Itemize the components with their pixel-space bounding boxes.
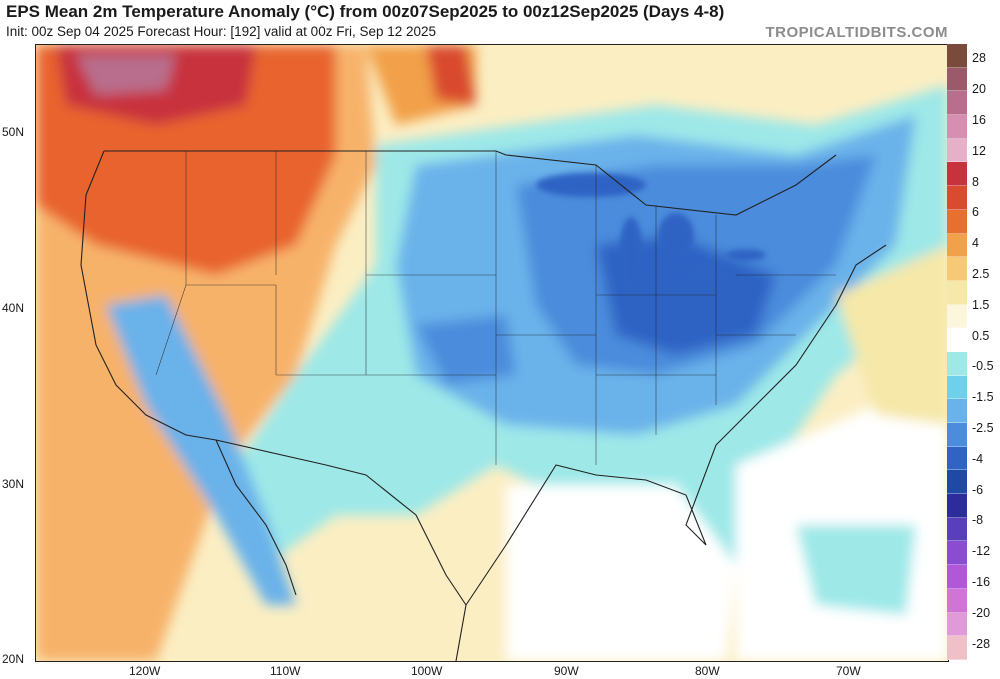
us-canada-border (104, 150, 837, 216)
chart-title: EPS Mean 2m Temperature Anomaly (°C) fro… (6, 2, 725, 21)
colorbar-swatch (947, 44, 967, 68)
colorbar-label: 2.5 (972, 267, 990, 281)
colorbar-swatch (947, 209, 967, 234)
colorbar-swatch (947, 446, 967, 471)
chart-subtitle: Init: 00z Sep 04 2025 Forecast Hour: [19… (6, 24, 437, 39)
colorbar-label: 6 (972, 205, 979, 220)
anomaly-map (35, 44, 949, 662)
colorbar-swatch (947, 588, 967, 613)
colorbar-swatch (947, 470, 967, 495)
colorbar-swatch (947, 351, 967, 376)
lake-ontario (726, 249, 766, 261)
colorbar-swatch (947, 280, 967, 305)
lat-label: 40N (2, 301, 25, 315)
lake-superior (536, 173, 646, 197)
colorbar-label: -12 (972, 544, 991, 559)
colorbar-swatch (947, 138, 967, 163)
cool-anomaly-california (106, 295, 296, 605)
neutral-gulf (506, 485, 736, 661)
gulf-east-coast (465, 244, 887, 606)
lat-label: 30N (2, 477, 25, 491)
colorbar-swatch (947, 612, 967, 637)
colorbar-label: -28 (972, 636, 991, 651)
colorbar-label: 28 (972, 51, 986, 66)
brand-watermark: TROPICALTIDBITS.COM (765, 24, 948, 41)
west-coast (80, 150, 217, 441)
colorbar-swatch (947, 565, 967, 589)
lake-huron (658, 213, 694, 257)
warm-anomaly-hudson (426, 45, 476, 105)
warm-anomaly-atlantic (836, 245, 948, 425)
colorbar-label: -8 (972, 513, 984, 528)
colorbar-label: 8 (972, 174, 979, 189)
colorbar-swatch (947, 257, 967, 281)
us-mexico-border (215, 439, 467, 606)
lake-michigan (619, 217, 643, 293)
colorbar-label: -16 (972, 575, 991, 589)
colorbar-label: 0.5 (972, 328, 990, 343)
mexico-coast (455, 604, 467, 661)
lake-erie (678, 266, 734, 280)
colorbar-label: -4 (972, 451, 984, 466)
colorbar-label: 20 (972, 82, 986, 97)
colorbar-swatch (947, 304, 967, 329)
colorbar-swatch (947, 636, 967, 660)
lon-label: 100W (411, 664, 443, 678)
colorbar (947, 44, 967, 660)
lon-label: 120W (129, 664, 161, 678)
colorbar-swatch (947, 115, 967, 139)
colorbar-swatch (947, 162, 967, 187)
colorbar-label: 4 (972, 236, 979, 251)
colorbar-swatch (947, 517, 967, 542)
colorbar-swatch (947, 375, 967, 400)
colorbar-label: -1.5 (972, 390, 994, 405)
map-canvas (36, 45, 948, 661)
lon-label: 70W (836, 664, 861, 678)
colorbar-label: 16 (972, 113, 986, 127)
colorbar-label: -0.5 (972, 359, 994, 374)
extreme-anomaly-canada (76, 55, 176, 95)
colorbar-swatch (947, 186, 967, 210)
state-borders (155, 151, 836, 465)
colorbar-label: -6 (972, 482, 984, 497)
lon-label: 110W (270, 664, 301, 678)
colorbar-swatch (947, 328, 967, 352)
lon-label: 90W (554, 664, 579, 678)
lon-label: 80W (695, 664, 720, 678)
colorbar-label: -2.5 (972, 421, 994, 435)
colorbar-swatch (947, 423, 967, 447)
lat-label: 50N (2, 125, 25, 139)
colorbar-label: 1.5 (972, 297, 990, 312)
colorbar-swatch (947, 399, 967, 423)
baja-coast (215, 439, 297, 596)
cool-anomaly-plains (416, 315, 516, 385)
colorbar-label: 12 (972, 143, 986, 158)
colorbar-swatch (947, 67, 967, 92)
colorbar-label: -20 (972, 605, 991, 620)
lat-label: 20N (2, 652, 25, 666)
cool-anomaly-atlantic (796, 525, 916, 615)
colorbar-swatch (947, 494, 967, 518)
colorbar-swatch (947, 233, 967, 258)
colorbar-swatch (947, 91, 967, 116)
colorbar-swatch (947, 541, 967, 566)
